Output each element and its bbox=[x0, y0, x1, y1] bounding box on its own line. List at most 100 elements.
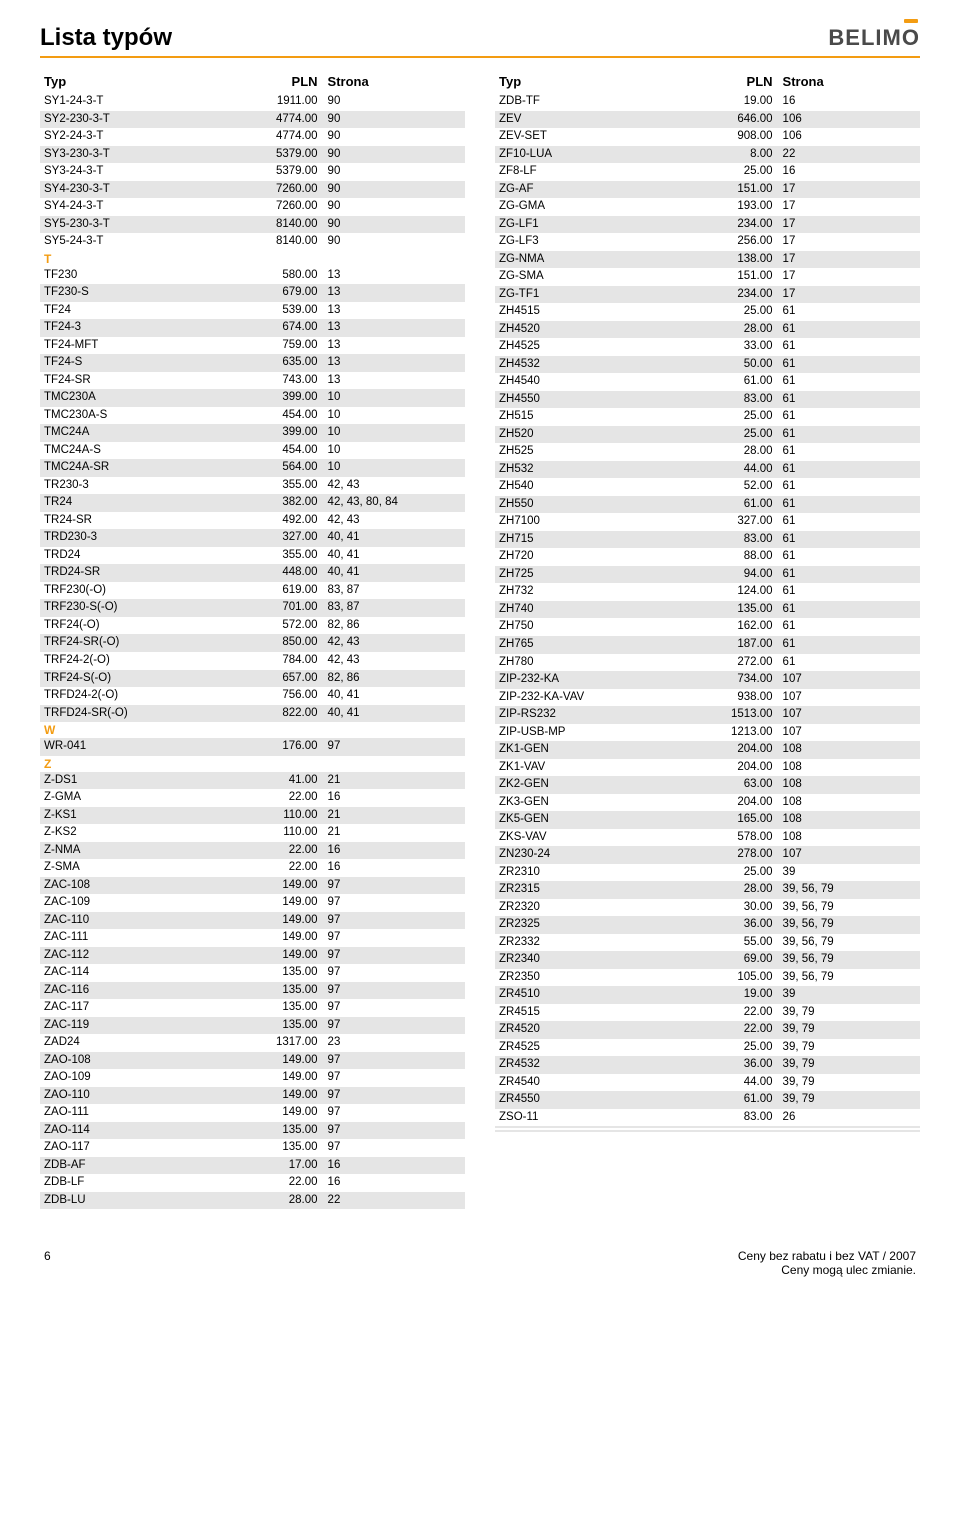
cell-strona: 39, 56, 79 bbox=[783, 900, 916, 916]
cell-strona: 61 bbox=[783, 322, 916, 338]
cell-typ: ZH720 bbox=[499, 549, 691, 565]
table-row: ZAC-109149.0097 bbox=[40, 894, 465, 912]
table-row: ZH52025.0061 bbox=[495, 426, 920, 444]
table-row: SY5-24-3-T8140.0090 bbox=[40, 233, 465, 251]
cell-typ: ZEV-SET bbox=[499, 129, 691, 145]
cell-pln: 578.00 bbox=[691, 830, 783, 846]
cell-typ: ZH4540 bbox=[499, 374, 691, 390]
cell-strona: 90 bbox=[328, 217, 461, 233]
cell-strona: 61 bbox=[783, 619, 916, 635]
cell-pln: 151.00 bbox=[691, 182, 783, 198]
cell-pln: 7260.00 bbox=[236, 199, 328, 215]
table-row: ZG-TF1234.0017 bbox=[495, 286, 920, 304]
cell-pln: 22.00 bbox=[691, 1022, 783, 1038]
table-row: ZAC-108149.0097 bbox=[40, 877, 465, 895]
cell-typ: ZKS-VAV bbox=[499, 830, 691, 846]
cell-strona: 39, 79 bbox=[783, 1057, 916, 1073]
cell-strona: 21 bbox=[328, 825, 461, 841]
cell-pln: 399.00 bbox=[236, 390, 328, 406]
cell-pln: 382.00 bbox=[236, 495, 328, 511]
cell-pln: 234.00 bbox=[691, 287, 783, 303]
table-row: ZG-LF3256.0017 bbox=[495, 233, 920, 251]
table-row: ZR451522.0039, 79 bbox=[495, 1004, 920, 1022]
cell-pln: 25.00 bbox=[691, 865, 783, 881]
table-row: Z-GMA22.0016 bbox=[40, 789, 465, 807]
cell-pln: 63.00 bbox=[691, 777, 783, 793]
cell-strona: 40, 41 bbox=[328, 688, 461, 704]
table-row: SY4-230-3-T7260.0090 bbox=[40, 181, 465, 199]
cell-typ: SY2-230-3-T bbox=[44, 112, 236, 128]
header-pln: PLN bbox=[691, 74, 783, 89]
cell-typ: ZH715 bbox=[499, 532, 691, 548]
cell-pln: 327.00 bbox=[236, 530, 328, 546]
cell-strona: 90 bbox=[328, 147, 461, 163]
cell-strona: 39, 79 bbox=[783, 1022, 916, 1038]
cell-pln: 135.00 bbox=[236, 983, 328, 999]
cell-pln: 33.00 bbox=[691, 339, 783, 355]
cell-strona: 61 bbox=[783, 444, 916, 460]
cell-strona: 42, 43, 80, 84 bbox=[328, 495, 461, 511]
cell-typ: ZR2315 bbox=[499, 882, 691, 898]
cell-pln: 4774.00 bbox=[236, 129, 328, 145]
table-row: ZAC-119135.0097 bbox=[40, 1017, 465, 1035]
cell-pln: 355.00 bbox=[236, 478, 328, 494]
cell-pln: 110.00 bbox=[236, 825, 328, 841]
cell-pln: 69.00 bbox=[691, 952, 783, 968]
cell-typ: ZDB-LU bbox=[44, 1193, 236, 1209]
table-row: TF230580.0013 bbox=[40, 267, 465, 285]
cell-strona: 26 bbox=[783, 1110, 916, 1126]
cell-typ: TR230-3 bbox=[44, 478, 236, 494]
left-body: SY1-24-3-T1911.0090SY2-230-3-T4774.0090S… bbox=[40, 93, 465, 1209]
cell-pln: 8140.00 bbox=[236, 234, 328, 250]
table-row: SY4-24-3-T7260.0090 bbox=[40, 198, 465, 216]
header-pln: PLN bbox=[236, 74, 328, 89]
cell-strona: 39, 79 bbox=[783, 1005, 916, 1021]
cell-typ: ZH525 bbox=[499, 444, 691, 460]
cell-typ: TMC24A-S bbox=[44, 443, 236, 459]
cell-typ: Z-KS1 bbox=[44, 808, 236, 824]
cell-pln: 908.00 bbox=[691, 129, 783, 145]
cell-pln: 105.00 bbox=[691, 970, 783, 986]
cell-typ: ZDB-LF bbox=[44, 1175, 236, 1191]
cell-strona: 13 bbox=[328, 338, 461, 354]
cell-pln: 83.00 bbox=[691, 392, 783, 408]
cell-strona: 13 bbox=[328, 373, 461, 389]
cell-typ: TRD230-3 bbox=[44, 530, 236, 546]
cell-strona: 90 bbox=[328, 94, 461, 110]
cell-pln: 25.00 bbox=[691, 1040, 783, 1056]
cell-typ: ZH4525 bbox=[499, 339, 691, 355]
cell-pln: 193.00 bbox=[691, 199, 783, 215]
cell-strona: 21 bbox=[328, 773, 461, 789]
table-row: ZAO-109149.0097 bbox=[40, 1069, 465, 1087]
cell-typ: ZAO-114 bbox=[44, 1123, 236, 1139]
cell-strona: 107 bbox=[783, 690, 916, 706]
page-title: Lista typów bbox=[40, 24, 172, 52]
table-row: ZR231025.0039 bbox=[495, 864, 920, 882]
page: Lista typów BELIMO Typ PLN Strona SY1-24… bbox=[0, 0, 960, 1297]
cell-pln: 1513.00 bbox=[691, 707, 783, 723]
cell-strona: 97 bbox=[328, 1140, 461, 1156]
cell-typ: TRD24-SR bbox=[44, 565, 236, 581]
cell-strona: 16 bbox=[328, 1175, 461, 1191]
cell-pln: 204.00 bbox=[691, 760, 783, 776]
table-row: ZIP-232-KA-VAV938.00107 bbox=[495, 689, 920, 707]
cell-typ: ZN230-24 bbox=[499, 847, 691, 863]
cell-strona: 13 bbox=[328, 285, 461, 301]
cell-typ: ZF10-LUA bbox=[499, 147, 691, 163]
cell-pln: 1213.00 bbox=[691, 725, 783, 741]
cell-typ: ZR4532 bbox=[499, 1057, 691, 1073]
cell-strona: 83, 87 bbox=[328, 583, 461, 599]
table-row: ZAC-112149.0097 bbox=[40, 947, 465, 965]
cell-typ: Z-SMA bbox=[44, 860, 236, 876]
cell-typ: ZAC-109 bbox=[44, 895, 236, 911]
cell-strona: 108 bbox=[783, 760, 916, 776]
table-row: TRF230-S(-O)701.0083, 87 bbox=[40, 599, 465, 617]
cell-typ: ZR2310 bbox=[499, 865, 691, 881]
table-row: TF24-SR743.0013 bbox=[40, 372, 465, 390]
cell-strona: 40, 41 bbox=[328, 565, 461, 581]
table-row: Z-NMA22.0016 bbox=[40, 842, 465, 860]
cell-strona: 61 bbox=[783, 514, 916, 530]
table-row: ZH740135.0061 bbox=[495, 601, 920, 619]
cell-pln: 759.00 bbox=[236, 338, 328, 354]
cell-typ: ZG-LF3 bbox=[499, 234, 691, 250]
